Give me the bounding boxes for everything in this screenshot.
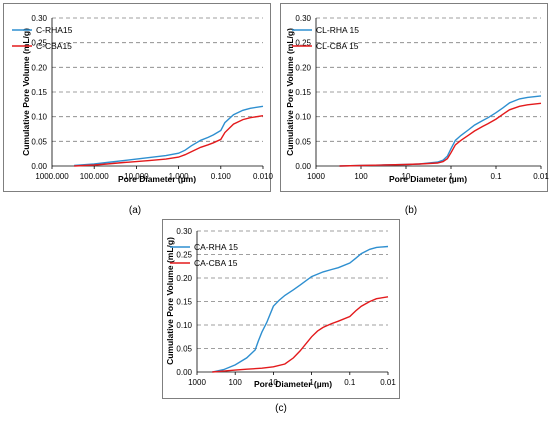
y-tick-label: 0.30 — [295, 14, 311, 23]
legend-label: CA-RHA 15 — [194, 242, 238, 252]
x-tick-label: 1000 — [307, 172, 325, 181]
x-tick-label: 10.000 — [124, 172, 149, 181]
panel-frame — [162, 219, 400, 399]
y-tick-label: 0.30 — [31, 14, 47, 23]
y-tick-label: 0.00 — [31, 162, 47, 171]
x-tick-label: 1000.000 — [35, 172, 69, 181]
series-line-1 — [212, 245, 389, 373]
x-tick-label: 0.100 — [211, 172, 232, 181]
panel-label: (a) — [129, 205, 141, 216]
x-tick-label: 1 — [449, 172, 454, 181]
x-tick-label: 0.010 — [253, 172, 274, 181]
x-axis-title: Pore Diameter (µm) — [254, 379, 332, 389]
y-tick-label: 0.20 — [31, 63, 47, 72]
y-tick-label: 0.05 — [31, 137, 47, 146]
x-tick-label: 1 — [309, 378, 314, 387]
y-tick-label: 0.25 — [295, 39, 311, 48]
x-tick-label: 10 — [402, 172, 411, 181]
y-tick-label: 0.15 — [295, 88, 311, 97]
y-axis-title: Cumulative Pore Volume (mL/g) — [165, 237, 175, 365]
x-tick-label: 1000 — [188, 378, 206, 387]
y-tick-label: 0.20 — [295, 63, 311, 72]
series-line-2 — [339, 102, 542, 167]
series-line-2 — [74, 115, 264, 167]
x-tick-label: 1.000 — [169, 172, 190, 181]
y-tick-label: 0.25 — [31, 39, 47, 48]
x-tick-label: 0.1 — [490, 172, 502, 181]
y-tick-label: 0.25 — [176, 251, 192, 260]
y-tick-label: 0.15 — [176, 298, 192, 307]
chart-panel-1: 0.00 0.05 0.10 0.15 0.20 0.25 0.30 1000.000 100.… — [3, 3, 274, 216]
y-tick-label: 0.20 — [176, 274, 192, 283]
panel-label: (b) — [405, 205, 417, 216]
y-tick-label: 0.05 — [176, 345, 192, 354]
x-axis-title: Pore Diameter (µm) — [389, 174, 467, 184]
y-tick-label: 0.10 — [176, 321, 192, 330]
chart-panel-3: 0.00 0.05 0.10 0.15 0.20 0.25 0.30 1000 100 10 1 0.… — [162, 219, 400, 414]
y-tick-label: 0.15 — [31, 88, 47, 97]
y-axis-title: Cumulative Pore Volume (mL/g) — [285, 28, 295, 156]
x-tick-label: 100 — [229, 378, 243, 387]
x-tick-label: 0.01 — [380, 378, 396, 387]
x-tick-label: 0.1 — [344, 378, 356, 387]
legend-label: CL-CBA 15 — [316, 41, 359, 51]
y-tick-label: 0.10 — [295, 113, 311, 122]
series-line-1 — [74, 105, 264, 167]
x-tick-label: 10 — [269, 378, 278, 387]
chart-panel-2: 0.00 0.05 0.10 0.15 0.20 0.25 0.30 1000 100 10 1 0.… — [280, 3, 549, 216]
panel-frame — [280, 3, 548, 192]
legend-label: C-RHA15 — [36, 25, 73, 35]
legend-label: CL-RHA 15 — [316, 25, 359, 35]
y-tick-label: 0.30 — [176, 227, 192, 236]
legend-label: CA-CBA 15 — [194, 258, 238, 268]
x-axis-title: Pore Diameter (µm) — [118, 174, 196, 184]
y-axis-title: Cumulative Pore Volume (mL/g) — [21, 28, 31, 156]
panel-frame — [3, 3, 271, 192]
y-tick-label: 0.00 — [295, 162, 311, 171]
series-line-2 — [212, 296, 389, 373]
y-tick-label: 0.05 — [295, 137, 311, 146]
x-tick-label: 0.01 — [533, 172, 549, 181]
panel-label: (c) — [275, 403, 287, 414]
y-tick-label: 0.10 — [31, 113, 47, 122]
x-tick-label: 100.000 — [80, 172, 109, 181]
x-tick-label: 100 — [354, 172, 368, 181]
legend-label: C-CBA15 — [36, 41, 72, 51]
y-tick-label: 0.00 — [176, 368, 192, 377]
